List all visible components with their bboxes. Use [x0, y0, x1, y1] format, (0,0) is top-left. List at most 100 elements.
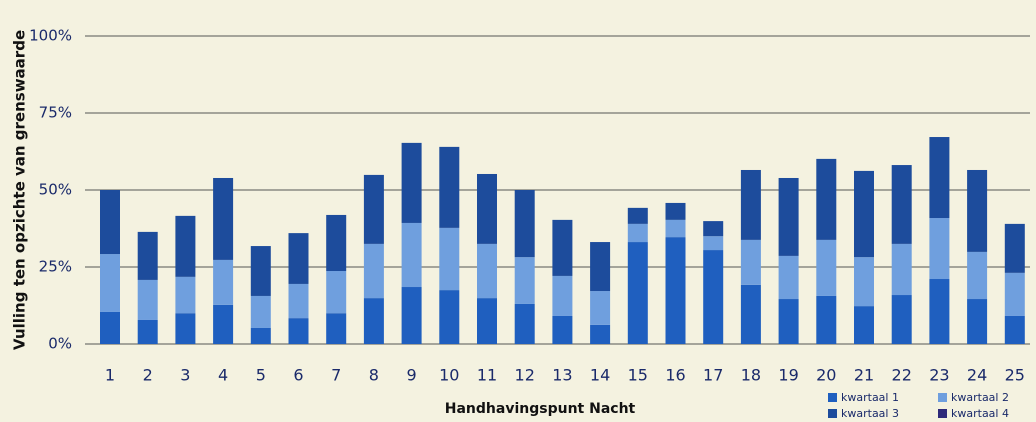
legend-label: kwartaal 2 [951, 391, 1009, 404]
bar-segment [175, 313, 196, 344]
bar-segment [891, 295, 912, 344]
bar-segment [250, 327, 271, 344]
x-tick-label: 1 [105, 366, 115, 385]
bar-segment [740, 169, 761, 240]
bar-segment [363, 243, 384, 299]
bar-segment [816, 158, 837, 240]
bar-segment [137, 279, 158, 320]
x-tick-label: 23 [929, 366, 949, 385]
legend-swatch [828, 409, 837, 418]
legend-swatch [938, 409, 947, 418]
bar-segment [137, 231, 158, 280]
x-tick-label: 19 [778, 366, 798, 385]
bar-segment [1004, 315, 1025, 344]
bar-segment [1004, 272, 1025, 316]
y-tick-label: 100% [29, 27, 72, 45]
bar-segment [778, 255, 799, 300]
x-tick-label: 11 [477, 366, 497, 385]
x-tick-label: 14 [590, 366, 610, 385]
bar-segment [552, 275, 573, 316]
bar-segment [929, 218, 950, 280]
legend-label: kwartaal 1 [841, 391, 899, 404]
bar-segment [665, 237, 686, 344]
bar-segment [401, 142, 422, 223]
bar-segment [288, 283, 309, 319]
bar-segment [703, 236, 724, 251]
bar-segment [213, 177, 234, 260]
bar-segment [213, 259, 234, 305]
x-tick-label: 21 [854, 366, 874, 385]
x-tick-label: 5 [256, 366, 266, 385]
bar-segment [891, 165, 912, 244]
bar-segment [891, 243, 912, 296]
bar-segment [100, 254, 120, 312]
x-tick-label: 13 [552, 366, 572, 385]
bar-segment [627, 207, 648, 224]
bar-segment [401, 287, 422, 344]
bar-segment [477, 173, 497, 244]
bar-segment [778, 299, 799, 344]
bar-segment [929, 279, 950, 344]
x-tick-label: 22 [892, 366, 912, 385]
bar-segment [854, 306, 874, 344]
bar-segment [590, 324, 611, 344]
bar-segment [552, 219, 573, 276]
bar-segment [213, 304, 234, 344]
x-tick-label: 7 [331, 366, 341, 385]
bar-segment [665, 219, 686, 238]
legend-label: kwartaal 4 [951, 407, 1009, 420]
bar-segment [175, 276, 196, 314]
bar-segment [514, 257, 535, 304]
bar-segment [514, 303, 535, 344]
bar-segment [137, 319, 158, 344]
bar-segment [326, 313, 347, 344]
bar-segment [100, 190, 120, 255]
bar-segment [816, 239, 837, 296]
x-tick-label: 25 [1005, 366, 1025, 385]
bar-segment [967, 169, 988, 252]
bar-segment [477, 298, 497, 344]
x-tick-label: 6 [293, 366, 303, 385]
bar-segment [439, 146, 460, 228]
bar-segment [590, 242, 611, 292]
bar-segment [740, 239, 761, 285]
x-tick-label: 4 [218, 366, 228, 385]
bar-segment [703, 250, 724, 344]
bar-segment [250, 246, 271, 296]
bar-segment [439, 227, 460, 291]
x-tick-label: 24 [967, 366, 987, 385]
bar-segment [627, 242, 648, 344]
x-tick-label: 16 [665, 366, 685, 385]
bar-segment [288, 233, 309, 284]
bar-segment [778, 177, 799, 256]
bar-segment [514, 190, 535, 258]
bar-segment [627, 223, 648, 243]
x-tick-label: 10 [439, 366, 459, 385]
bar-segment [363, 174, 384, 244]
legend-label: kwartaal 3 [841, 407, 899, 420]
x-tick-label: 2 [143, 366, 153, 385]
bar-segment [929, 137, 950, 219]
bar-segment [100, 311, 120, 344]
bar-segment [590, 291, 611, 325]
y-axis-label: Vulling ten opzichte van grenswaarde [11, 30, 29, 350]
bar-segment [552, 315, 573, 344]
bar-segment [288, 318, 309, 344]
x-tick-label: 17 [703, 366, 723, 385]
bar-segment [175, 215, 196, 277]
bar-segment [1004, 223, 1025, 273]
y-tick-label: 0% [48, 335, 72, 353]
bar-segment [439, 290, 460, 344]
bar-segment [477, 243, 497, 299]
bar-segment [326, 214, 347, 272]
legend-swatch [938, 393, 947, 402]
x-tick-label: 15 [628, 366, 648, 385]
y-tick-label: 50% [39, 181, 72, 199]
legend-swatch [828, 393, 837, 402]
bar-segment [703, 221, 724, 237]
x-tick-label: 12 [515, 366, 535, 385]
bar-segment [967, 251, 988, 300]
x-axis-label: Handhavingspunt Nacht [445, 401, 636, 417]
bar-segment [816, 295, 837, 344]
bar-segment [967, 299, 988, 344]
